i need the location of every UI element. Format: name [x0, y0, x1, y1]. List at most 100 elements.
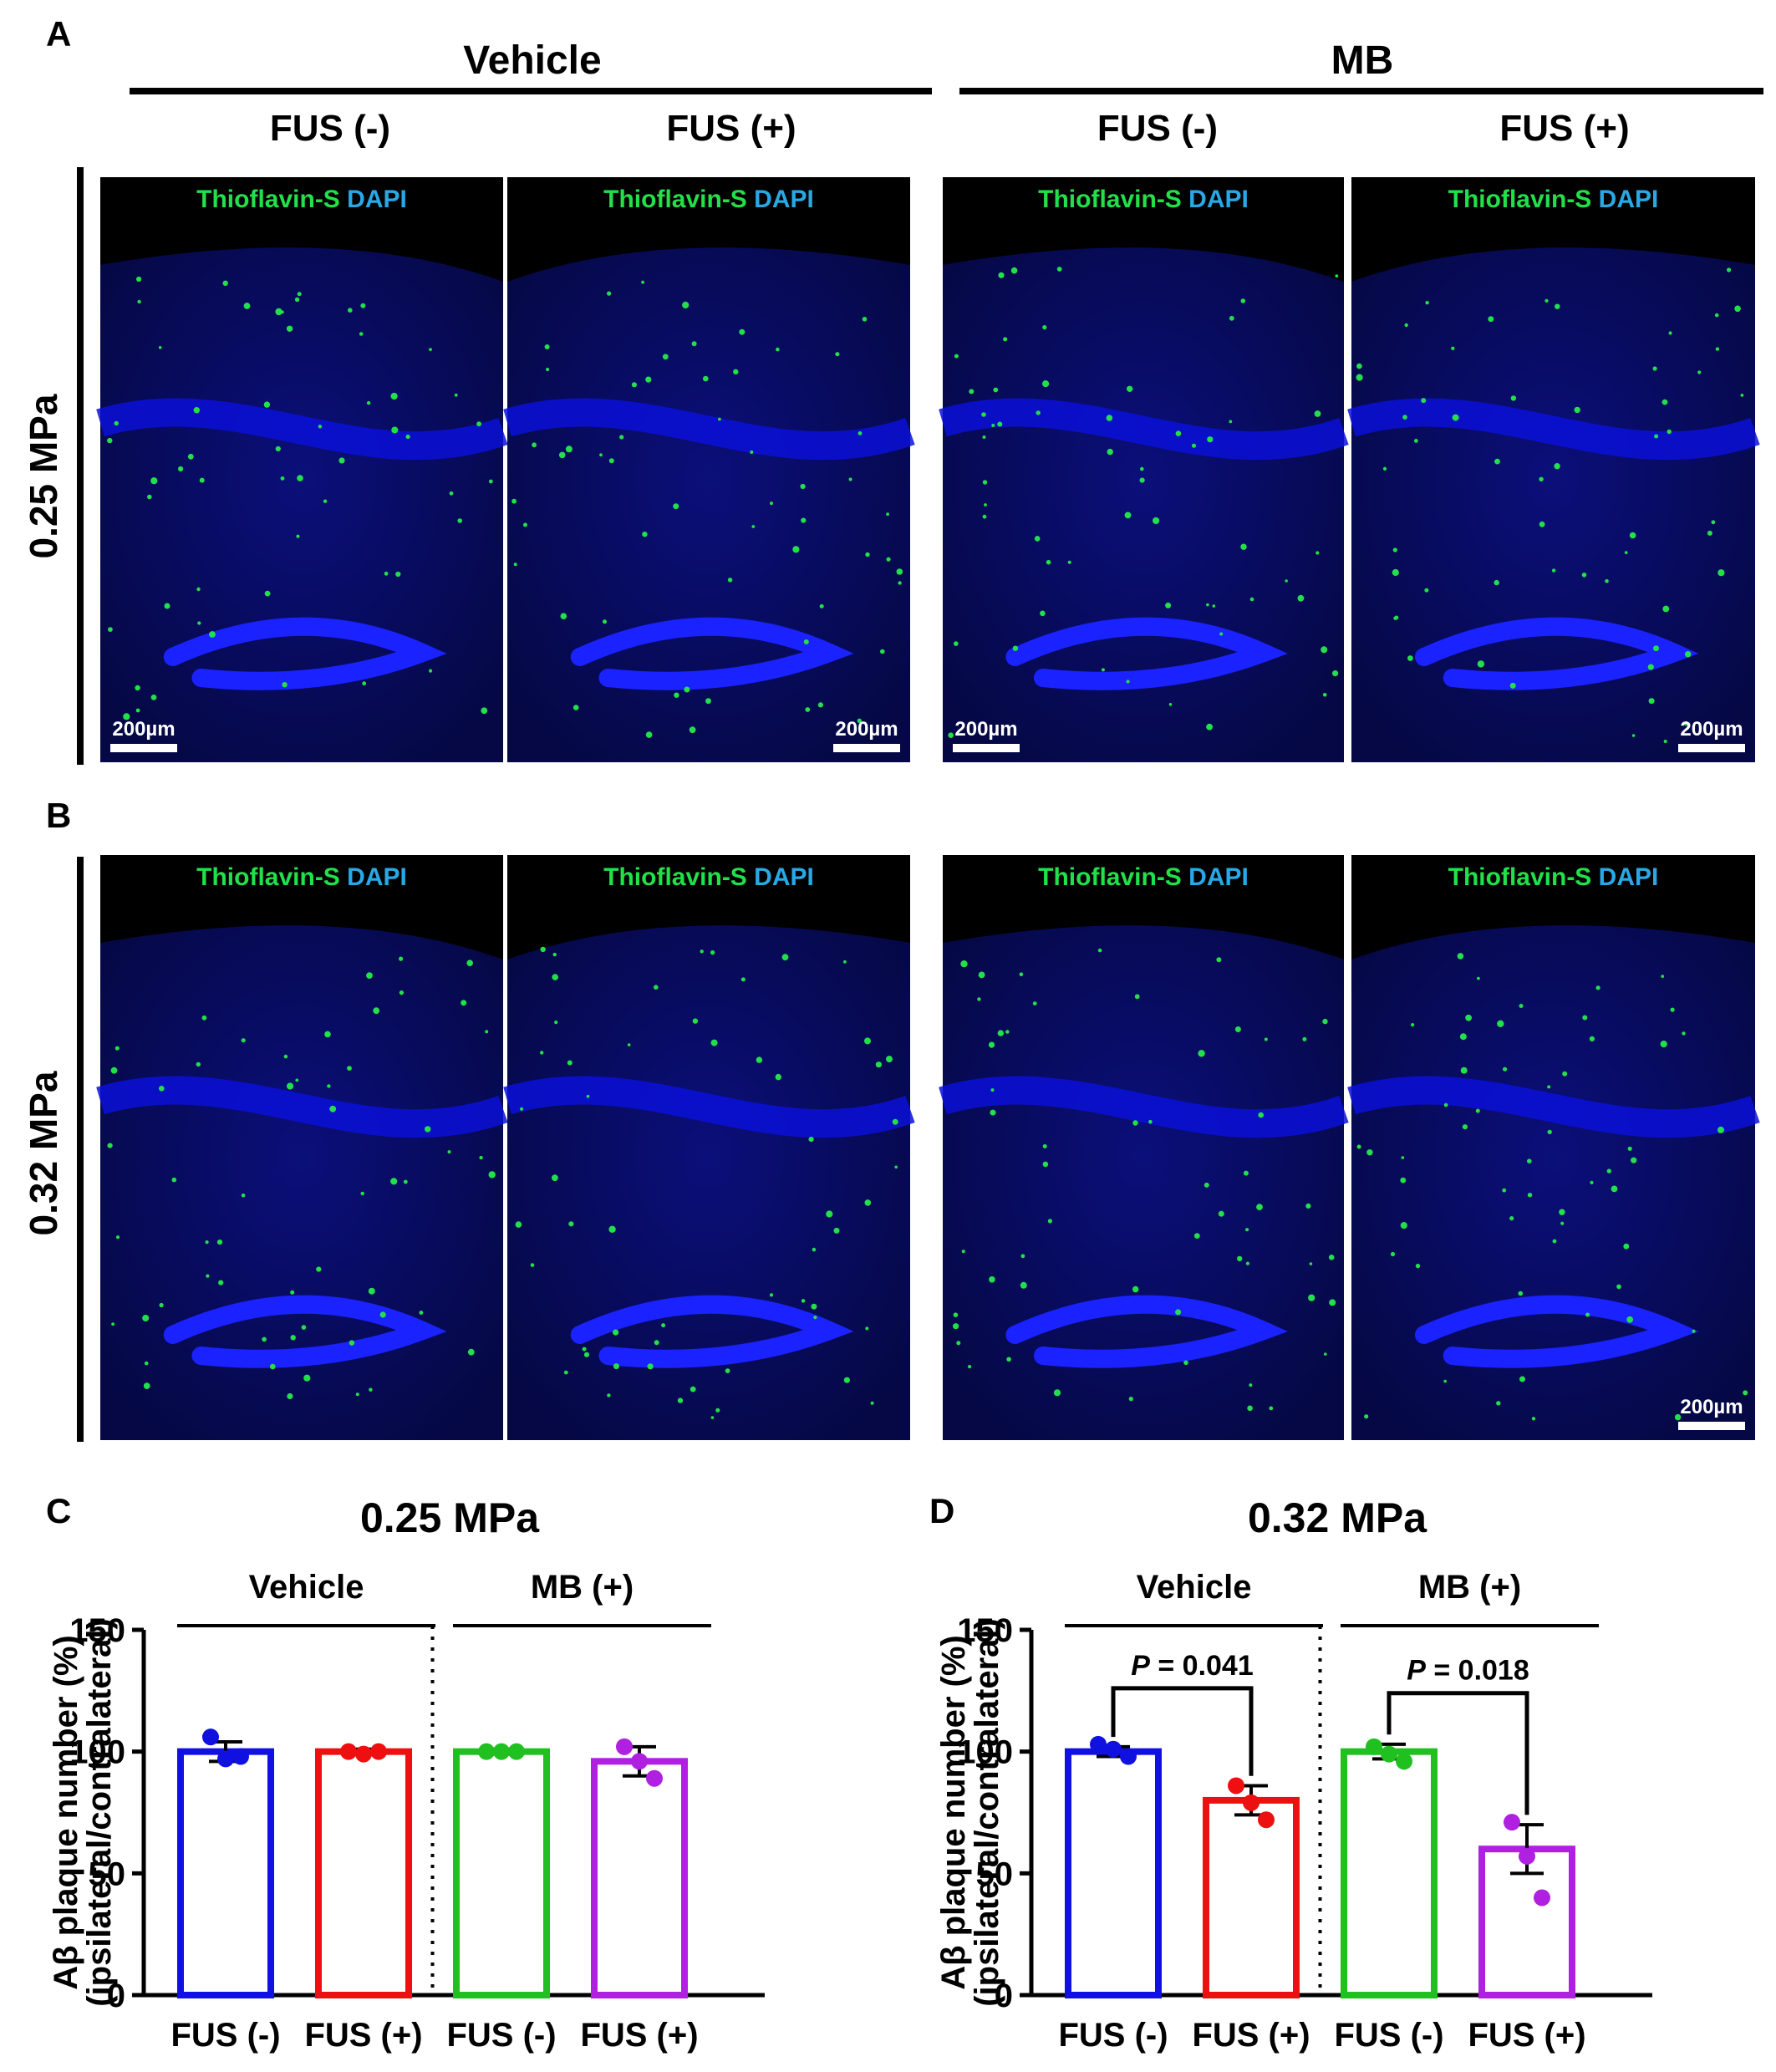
plaque-dot — [1554, 463, 1560, 470]
stain-dapi: DAPI — [747, 186, 814, 213]
plaque-dot — [1668, 331, 1672, 335]
plaque-dot — [1425, 301, 1429, 305]
plaque-dot — [857, 718, 863, 723]
plaque-dot — [1067, 560, 1071, 564]
plaque-dot — [1321, 646, 1328, 654]
plaque-dot — [1305, 1203, 1311, 1209]
plaque-dot — [1715, 347, 1720, 351]
plaque-dot — [870, 1401, 874, 1405]
plaque-dot — [607, 291, 612, 296]
plaque-dot — [1488, 316, 1494, 323]
plaque-dot — [216, 1240, 223, 1245]
corpus-callosum — [503, 1076, 915, 1138]
plaque-dot — [998, 272, 1005, 278]
plaque-dot — [812, 1247, 817, 1252]
y-tick-label: 150 — [69, 1612, 125, 1649]
plaque-dot — [898, 581, 902, 585]
x-tick-label: FUS (+) — [580, 2017, 698, 2054]
p-value: = 0.018 — [1426, 1655, 1529, 1687]
plaque-dot — [811, 1303, 817, 1310]
plaque-dot — [290, 1290, 295, 1295]
corpus-callosum — [939, 398, 1349, 461]
plaque-dot — [1631, 1157, 1637, 1163]
plaque-dot — [1509, 1216, 1514, 1221]
plaque-dot — [513, 563, 517, 567]
p-symbol: P — [1407, 1655, 1426, 1687]
plaque-dot — [243, 303, 251, 309]
plaque-dot — [1390, 1251, 1396, 1257]
dentate-gyrus — [1005, 1295, 1288, 1368]
bar — [177, 1748, 274, 1999]
x-tick-label: FUS (-) — [1334, 2017, 1443, 2054]
plaque-dot — [362, 681, 367, 686]
data-point — [1243, 1794, 1259, 1811]
plaque-dot — [875, 1061, 882, 1068]
data-point — [1105, 1740, 1122, 1758]
plaque-dot — [222, 280, 228, 286]
plaque-dot — [193, 407, 200, 414]
plaque-dot — [347, 1066, 352, 1071]
data-point — [616, 1738, 633, 1755]
plaque-dot — [366, 400, 371, 405]
plaque-dot — [1056, 267, 1062, 272]
panel-label-c: C — [46, 1491, 71, 1530]
stain-thioflavin: Thioflavin-S — [196, 186, 340, 213]
plaque-dot — [1247, 1405, 1253, 1412]
plaque-dot — [107, 437, 113, 444]
plaque-dot — [158, 346, 162, 349]
plaque-dot — [324, 1031, 331, 1038]
plaque-dot — [608, 1225, 616, 1234]
plaque-dot — [1020, 1281, 1027, 1289]
plaque-dot — [454, 393, 458, 397]
plaque-dot — [523, 522, 527, 527]
plaque-dot — [1356, 374, 1363, 381]
plaque-dot — [318, 425, 323, 429]
plaque-dot — [750, 451, 754, 454]
data-point — [232, 1748, 249, 1765]
plaque-dot — [379, 1311, 386, 1318]
plaque-dot — [1589, 1036, 1595, 1041]
plaque-dot — [373, 1007, 380, 1015]
plaque-dot — [641, 280, 644, 284]
plaque-dot — [894, 1165, 898, 1169]
dentate-gyrus — [163, 1295, 447, 1368]
plaque-dot — [1204, 1182, 1209, 1188]
plaque-dot — [1356, 1144, 1361, 1149]
plaque-dot — [1510, 395, 1517, 401]
plaque-dot — [1459, 1033, 1467, 1041]
plaque-dot — [171, 1177, 177, 1183]
plaque-dot — [1519, 1376, 1525, 1382]
plaque-dot — [1697, 370, 1702, 374]
plaque-dot — [1707, 530, 1712, 536]
plaque-dot — [348, 308, 353, 313]
plaque-dot — [205, 1240, 209, 1245]
plaque-dot — [1042, 1161, 1049, 1168]
plaque-dot — [1392, 547, 1397, 552]
plaque-dot — [1240, 543, 1247, 550]
corpus-callosum — [1347, 1076, 1760, 1138]
plaque-dot — [466, 960, 473, 966]
significance-bracket — [1387, 1691, 1529, 1815]
plaque-dot — [137, 299, 141, 304]
plaque-dot — [1404, 323, 1408, 328]
plaque-dot — [429, 348, 432, 351]
plaque-dot — [864, 1037, 871, 1045]
plaque-dot — [206, 1274, 210, 1278]
plaque-dot — [1382, 466, 1387, 471]
plaque-dot — [1605, 579, 1609, 583]
plaque-dot — [241, 1193, 246, 1198]
tissue-section — [1351, 925, 1755, 1440]
x-tick-label: FUS (-) — [446, 2017, 556, 2054]
plaque-dot — [1460, 1067, 1468, 1074]
plaque-dot — [886, 512, 889, 517]
stain-label: Thioflavin-S DAPI — [1448, 863, 1659, 891]
plaque-dot — [1229, 315, 1234, 321]
data-point — [508, 1743, 525, 1760]
y-axis-label-sub: (ipsilateral/contralateral) — [81, 1618, 118, 2007]
plaque-dot — [1329, 1299, 1336, 1306]
plaque-dot — [1269, 1406, 1274, 1411]
data-point — [1519, 1847, 1535, 1865]
plaque-dot — [390, 1178, 398, 1185]
plaque-dot — [1332, 670, 1339, 677]
plaque-dot — [476, 421, 481, 427]
